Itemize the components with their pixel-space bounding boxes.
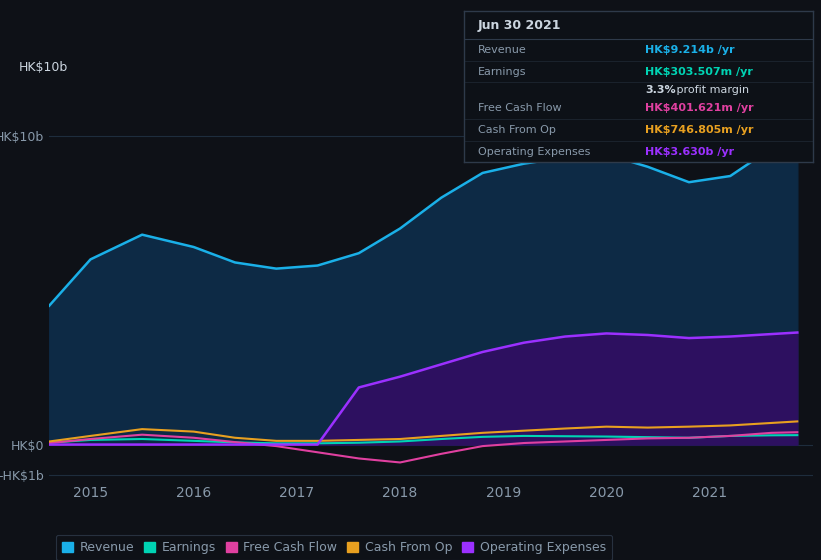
- Legend: Revenue, Earnings, Free Cash Flow, Cash From Op, Operating Expenses: Revenue, Earnings, Free Cash Flow, Cash …: [56, 535, 612, 560]
- Text: Operating Expenses: Operating Expenses: [478, 147, 590, 157]
- Text: Revenue: Revenue: [478, 45, 526, 55]
- Text: HK$9.214b /yr: HK$9.214b /yr: [645, 45, 735, 55]
- Text: profit margin: profit margin: [673, 85, 750, 95]
- Text: Free Cash Flow: Free Cash Flow: [478, 104, 562, 114]
- Text: Earnings: Earnings: [478, 67, 526, 77]
- Text: HK$401.621m /yr: HK$401.621m /yr: [645, 104, 754, 114]
- Text: HK$3.630b /yr: HK$3.630b /yr: [645, 147, 735, 157]
- Text: HK$746.805m /yr: HK$746.805m /yr: [645, 125, 754, 135]
- Text: HK$303.507m /yr: HK$303.507m /yr: [645, 67, 753, 77]
- Text: Jun 30 2021: Jun 30 2021: [478, 18, 562, 32]
- Text: HK$10b: HK$10b: [19, 61, 68, 74]
- Text: 3.3%: 3.3%: [645, 85, 676, 95]
- Text: Cash From Op: Cash From Op: [478, 125, 556, 135]
